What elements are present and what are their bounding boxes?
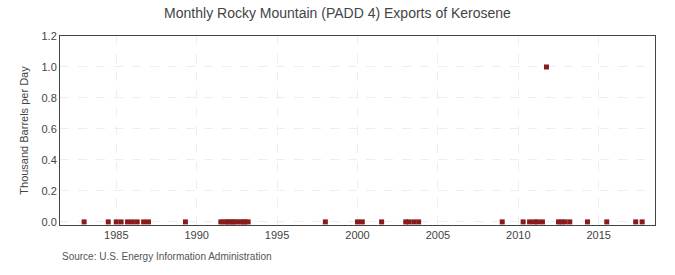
svg-text:0.2: 0.2 (42, 185, 57, 197)
svg-text:1985: 1985 (104, 229, 128, 241)
svg-text:2010: 2010 (506, 229, 530, 241)
svg-text:Monthly Rocky Mountain (PADD 4: Monthly Rocky Mountain (PADD 4) Exports … (164, 5, 511, 21)
svg-text:2015: 2015 (586, 229, 610, 241)
svg-text:2005: 2005 (426, 229, 450, 241)
svg-text:0.6: 0.6 (42, 123, 57, 135)
svg-text:1995: 1995 (265, 229, 289, 241)
svg-text:0.8: 0.8 (42, 92, 57, 104)
svg-text:Source: U.S. Energy Informatio: Source: U.S. Energy Information Administ… (62, 251, 272, 262)
svg-text:0.4: 0.4 (42, 154, 57, 166)
svg-text:1990: 1990 (184, 229, 208, 241)
svg-text:0.0: 0.0 (42, 216, 57, 228)
svg-text:1.2: 1.2 (42, 30, 57, 42)
svg-text:Thousand Barrels per Day: Thousand Barrels per Day (18, 66, 30, 195)
svg-text:1.0: 1.0 (42, 61, 57, 73)
svg-text:2000: 2000 (345, 229, 369, 241)
